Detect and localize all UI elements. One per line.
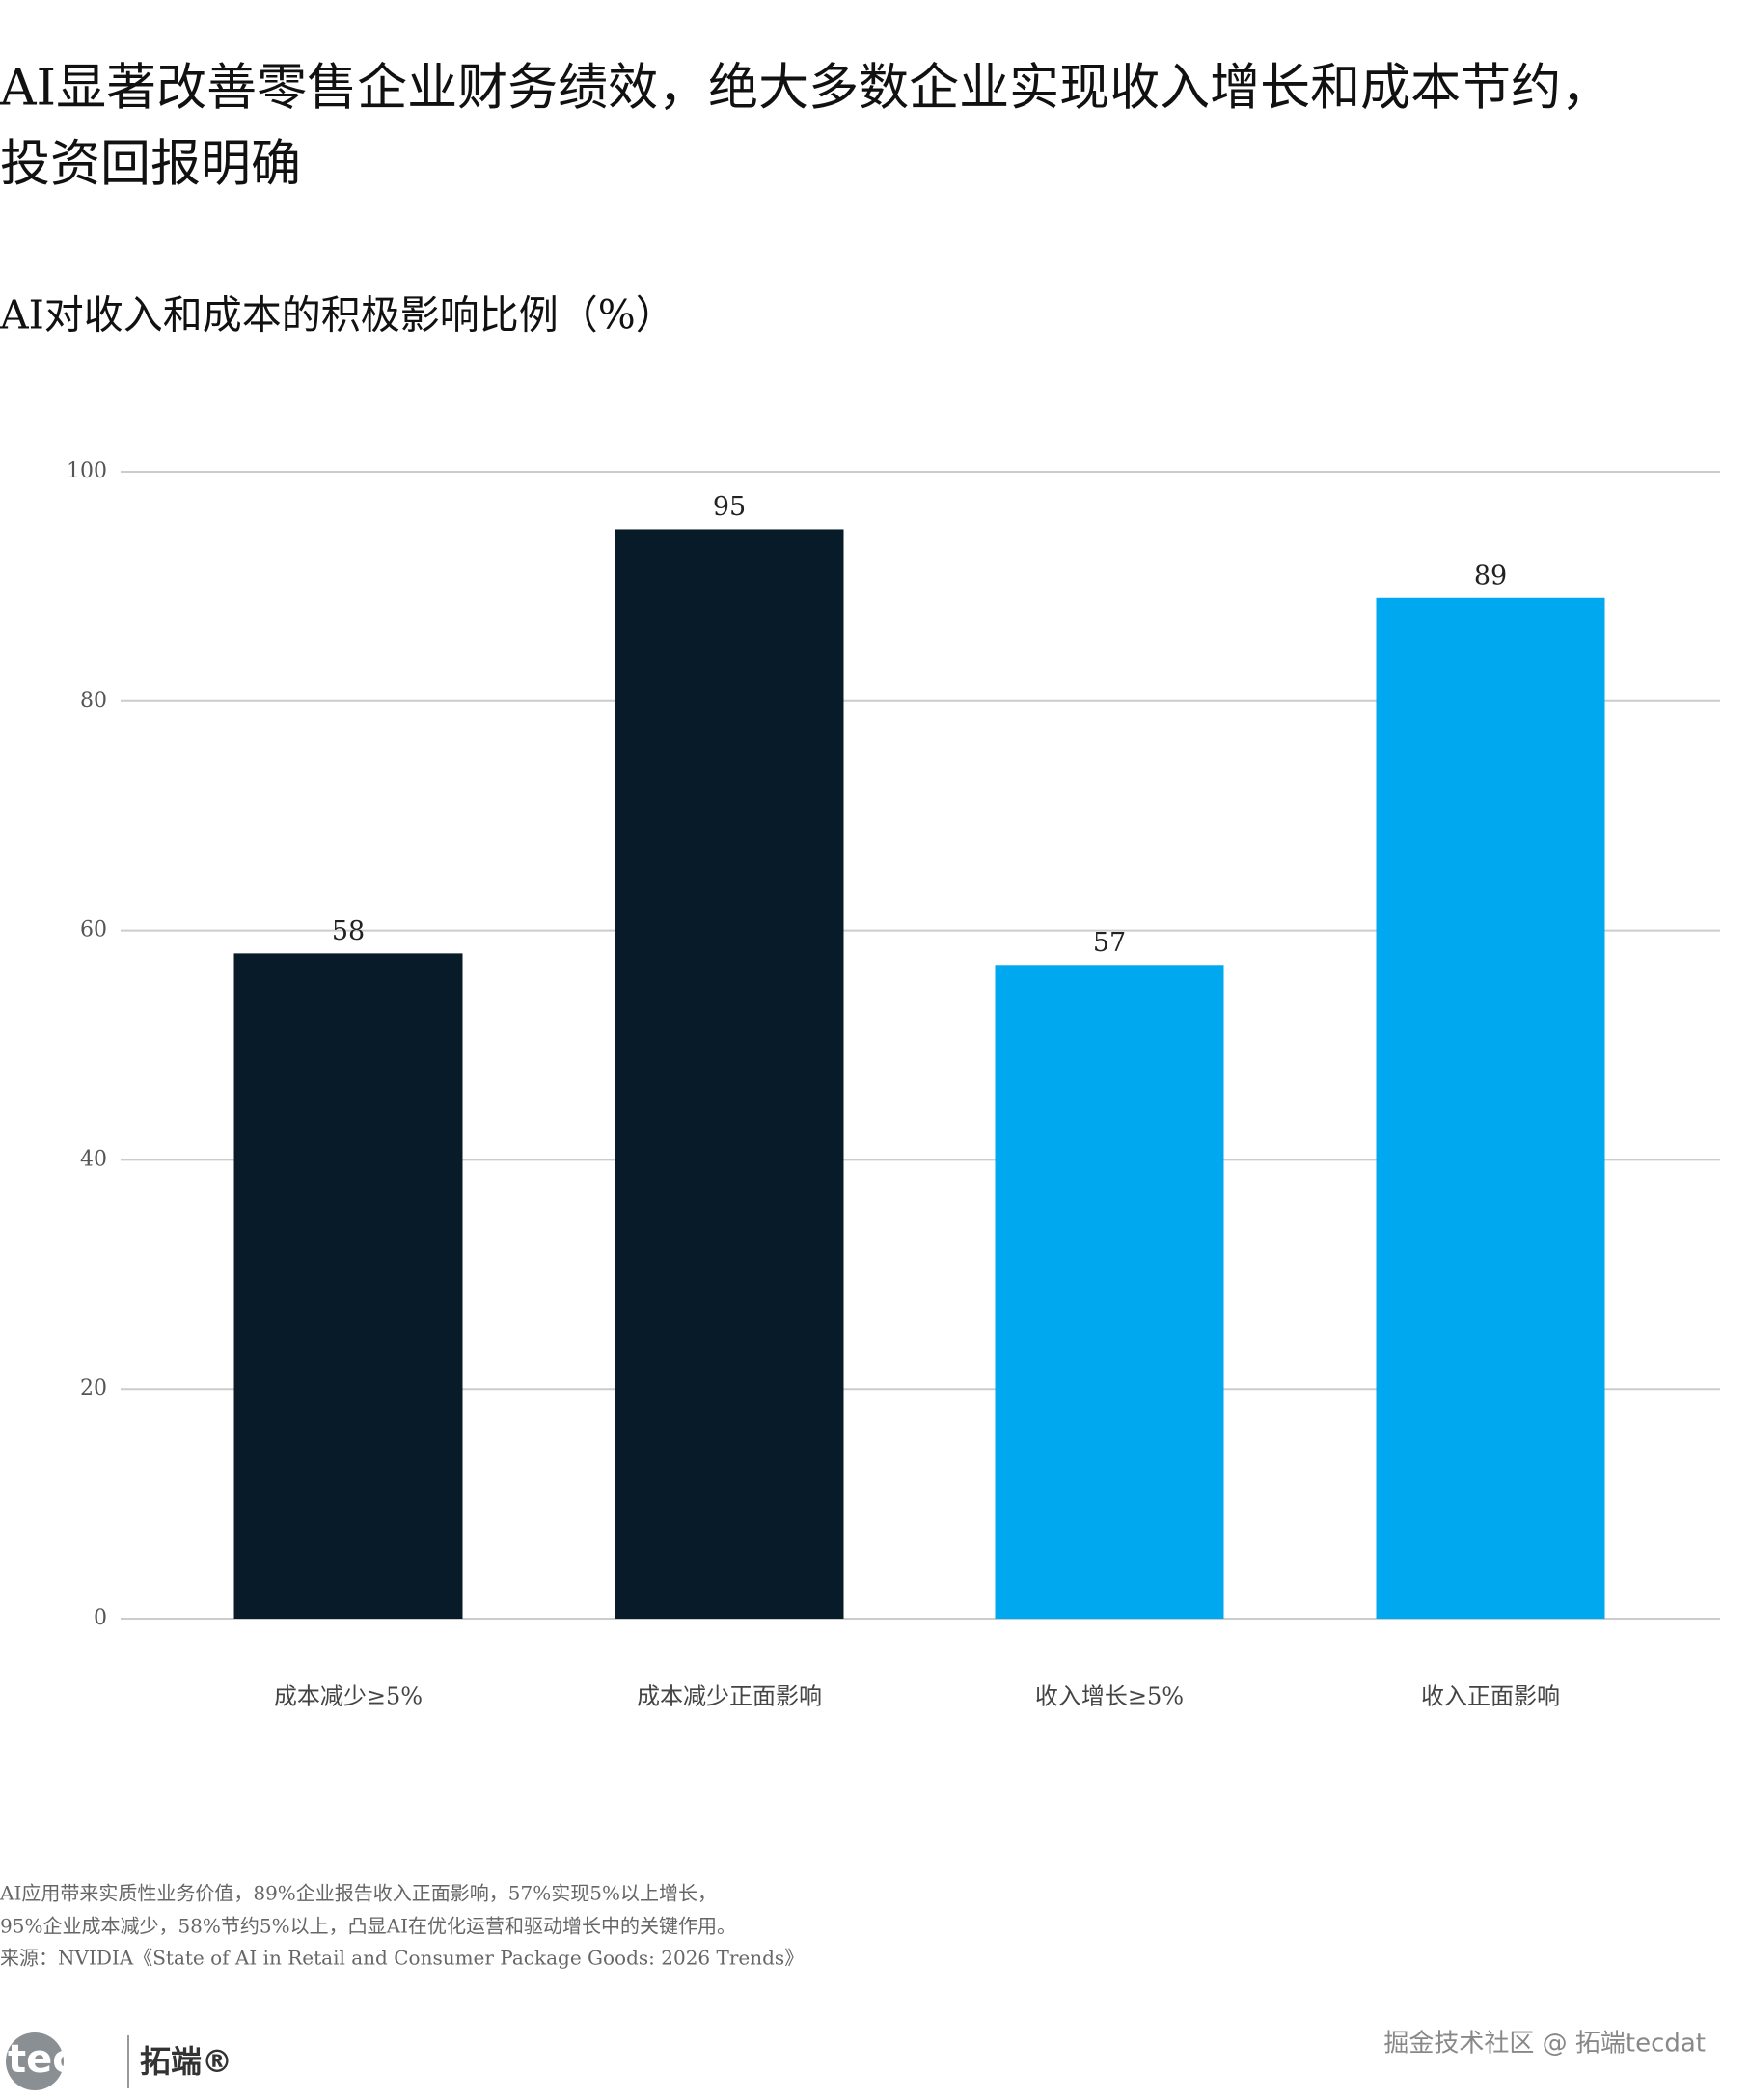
bar [995,965,1224,1619]
value-label: 89 [1474,560,1507,590]
x-tick-label: 收入增长≥5% [1035,1683,1184,1710]
bar [615,529,844,1620]
watermark: 掘金技术社区 @ 拓端tecdat [1383,2030,1706,2059]
logo: tecdat [8,2037,148,2082]
x-tick-label: 收入正面影响 [1421,1683,1560,1710]
value-label: 57 [1093,928,1126,958]
logo-cn: 拓端® [140,2043,232,2080]
note: 95%企业成本减少，58%节约5%以上，凸显AI在优化运营和驱动增长中的关键作用… [0,1915,736,1938]
chart-title: 投资回报明确 [0,136,301,194]
y-tick-label: 60 [80,918,107,942]
y-tick-label: 80 [80,689,107,713]
x-tick-label: 成本减少正面影响 [637,1683,822,1710]
chart-subtitle: AI对收入和成本的积极影响比例（%） [0,292,675,339]
y-tick-label: 20 [80,1377,107,1401]
note: AI应用带来实质性业务价值，89%企业报告收入正面影响，57%实现5%以上增长， [0,1882,717,1905]
y-tick-label: 40 [80,1147,107,1171]
bar [233,953,463,1619]
chart-title: AI显著改善零售企业财务绩效，绝大多数企业实现收入增长和成本节约， [0,60,1611,118]
x-tick-label: 成本减少≥5% [274,1683,423,1710]
y-tick-label: 100 [67,459,107,483]
source: 来源：NVIDIA《State of AI in Retail and Cons… [0,1947,804,1970]
bar [1376,597,1605,1619]
value-label: 95 [713,492,746,522]
y-tick-label: 0 [94,1606,107,1630]
logo-icon [6,2032,64,2090]
value-label: 58 [332,916,365,946]
